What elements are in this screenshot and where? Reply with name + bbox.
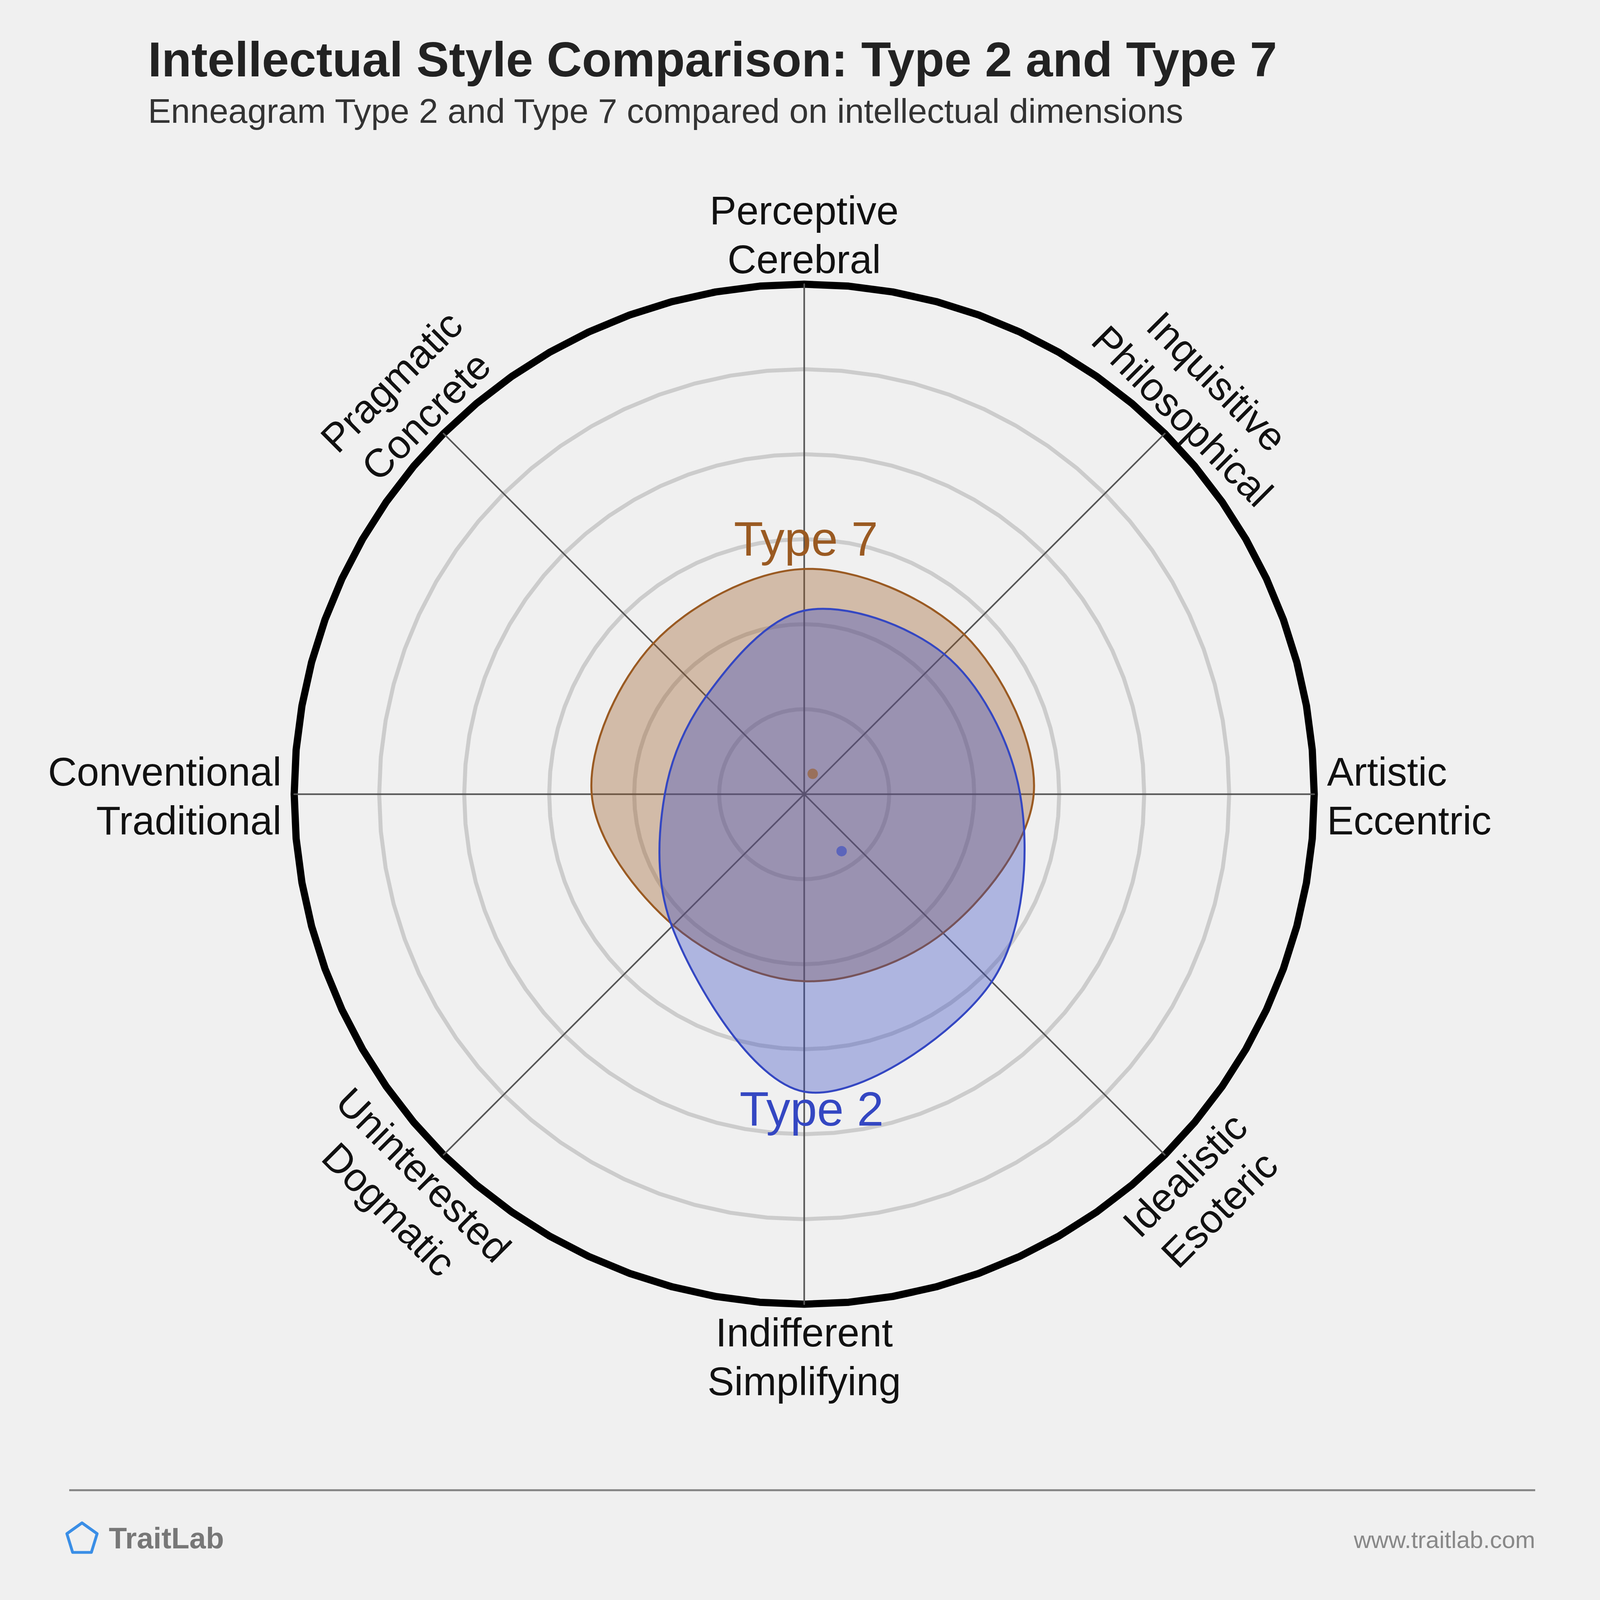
svg-text:Type 2: Type 2 xyxy=(739,1082,884,1136)
html-text:Intellectual Style Comparison:: Intellectual Style Comparison: Type 2 an… xyxy=(148,32,1277,87)
html-text:www.traitlab.com: www.traitlab.com xyxy=(1353,1526,1536,1554)
svg-text:InquisitivePhilosophical: InquisitivePhilosophical xyxy=(1083,282,1316,516)
svg-text:IdealisticEsoteric: IdealisticEsoteric xyxy=(1114,1104,1291,1281)
svg-text:ArtisticEccentric: ArtisticEccentric xyxy=(1326,749,1492,843)
html-text:Enneagram Type 2 and Type 7 co: Enneagram Type 2 and Type 7 compared on … xyxy=(148,91,1184,131)
svg-text:UninterestedDogmatic: UninterestedDogmatic xyxy=(293,1078,520,1306)
html-text:TraitLab: TraitLab xyxy=(108,1521,224,1555)
svg-text:Type 7: Type 7 xyxy=(734,512,878,566)
svg-text:PragmaticConcrete: PragmaticConcrete xyxy=(312,302,506,496)
svg-text:PerceptiveCerebral: PerceptiveCerebral xyxy=(709,188,899,282)
svg-text:ConventionalTraditional: ConventionalTraditional xyxy=(48,749,282,843)
svg-text:IndifferentSimplifying: IndifferentSimplifying xyxy=(707,1310,902,1404)
